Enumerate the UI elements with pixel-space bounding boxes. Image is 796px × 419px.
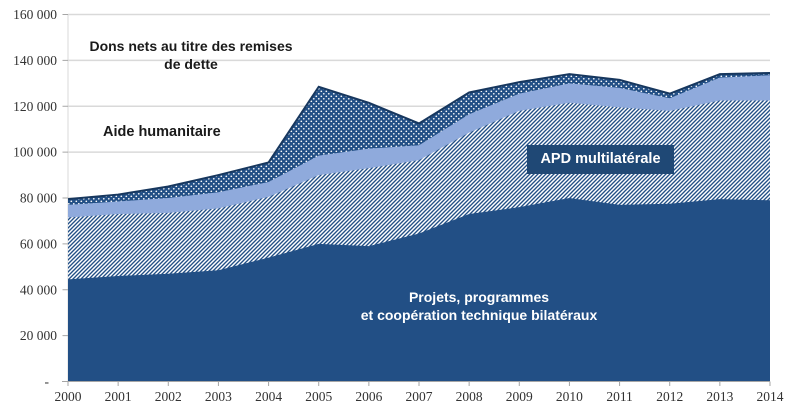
x-tick-label: 2004 — [255, 389, 282, 404]
y-tick-label: 60 000 — [20, 236, 57, 251]
y-tick-label: 140 000 — [13, 53, 57, 68]
x-tick-label: 2007 — [406, 389, 433, 404]
area-series-layer — [67, 71, 771, 382]
x-tick-label: 2014 — [757, 389, 784, 404]
x-tick-label: 2010 — [556, 389, 583, 404]
annotation-bilateral-line1: Projets, programmes — [408, 289, 550, 305]
y-tick-label: 100 000 — [13, 145, 57, 160]
annotation-debt-line2: de dette — [164, 55, 218, 72]
x-tick-label: 2001 — [105, 389, 132, 404]
y-tick-label: - — [45, 374, 50, 389]
y-tick-label: 40 000 — [20, 282, 57, 297]
x-tick-label: 2003 — [205, 389, 232, 404]
annotation-debt-line1: Dons nets au titre des remises — [89, 38, 293, 54]
area-bilateral-projects — [68, 198, 770, 382]
axes — [62, 14, 771, 386]
annotation-bilateral-projects: Projets, programmes et coopération techni… — [329, 289, 629, 324]
x-tick-label: 2006 — [355, 389, 382, 404]
y-tick-label: 160 000 — [13, 7, 57, 22]
x-tick-label: 2013 — [706, 389, 733, 404]
annotation-multilateral-oda-box: APD multilatérale — [527, 145, 674, 174]
x-tick-label: 2012 — [656, 389, 683, 404]
x-tick-label: 2011 — [606, 389, 633, 404]
tick-labels: 2000 2001 2002 2003 2004 2005 2006 2007 2008 2009… — [13, 7, 784, 404]
annotation-debt-relief: Dons nets au titre des remises de dette — [85, 38, 297, 73]
x-tick-label: 2002 — [155, 389, 182, 404]
x-tick-label: 2009 — [506, 389, 533, 404]
y-tick-label: 80 000 — [20, 191, 57, 206]
y-tick-label: 120 000 — [13, 99, 57, 114]
x-tick-label: 2008 — [456, 389, 483, 404]
x-tick-label: 2000 — [55, 389, 82, 404]
x-tick-label: 2005 — [305, 389, 332, 404]
annotation-humanitarian-aid: Aide humanitaire — [103, 124, 221, 140]
annotation-bilateral-line2: et coopération technique bilatéraux — [360, 306, 598, 323]
y-tick-label: 20 000 — [20, 328, 57, 343]
total-top-edge — [67, 71, 771, 201]
